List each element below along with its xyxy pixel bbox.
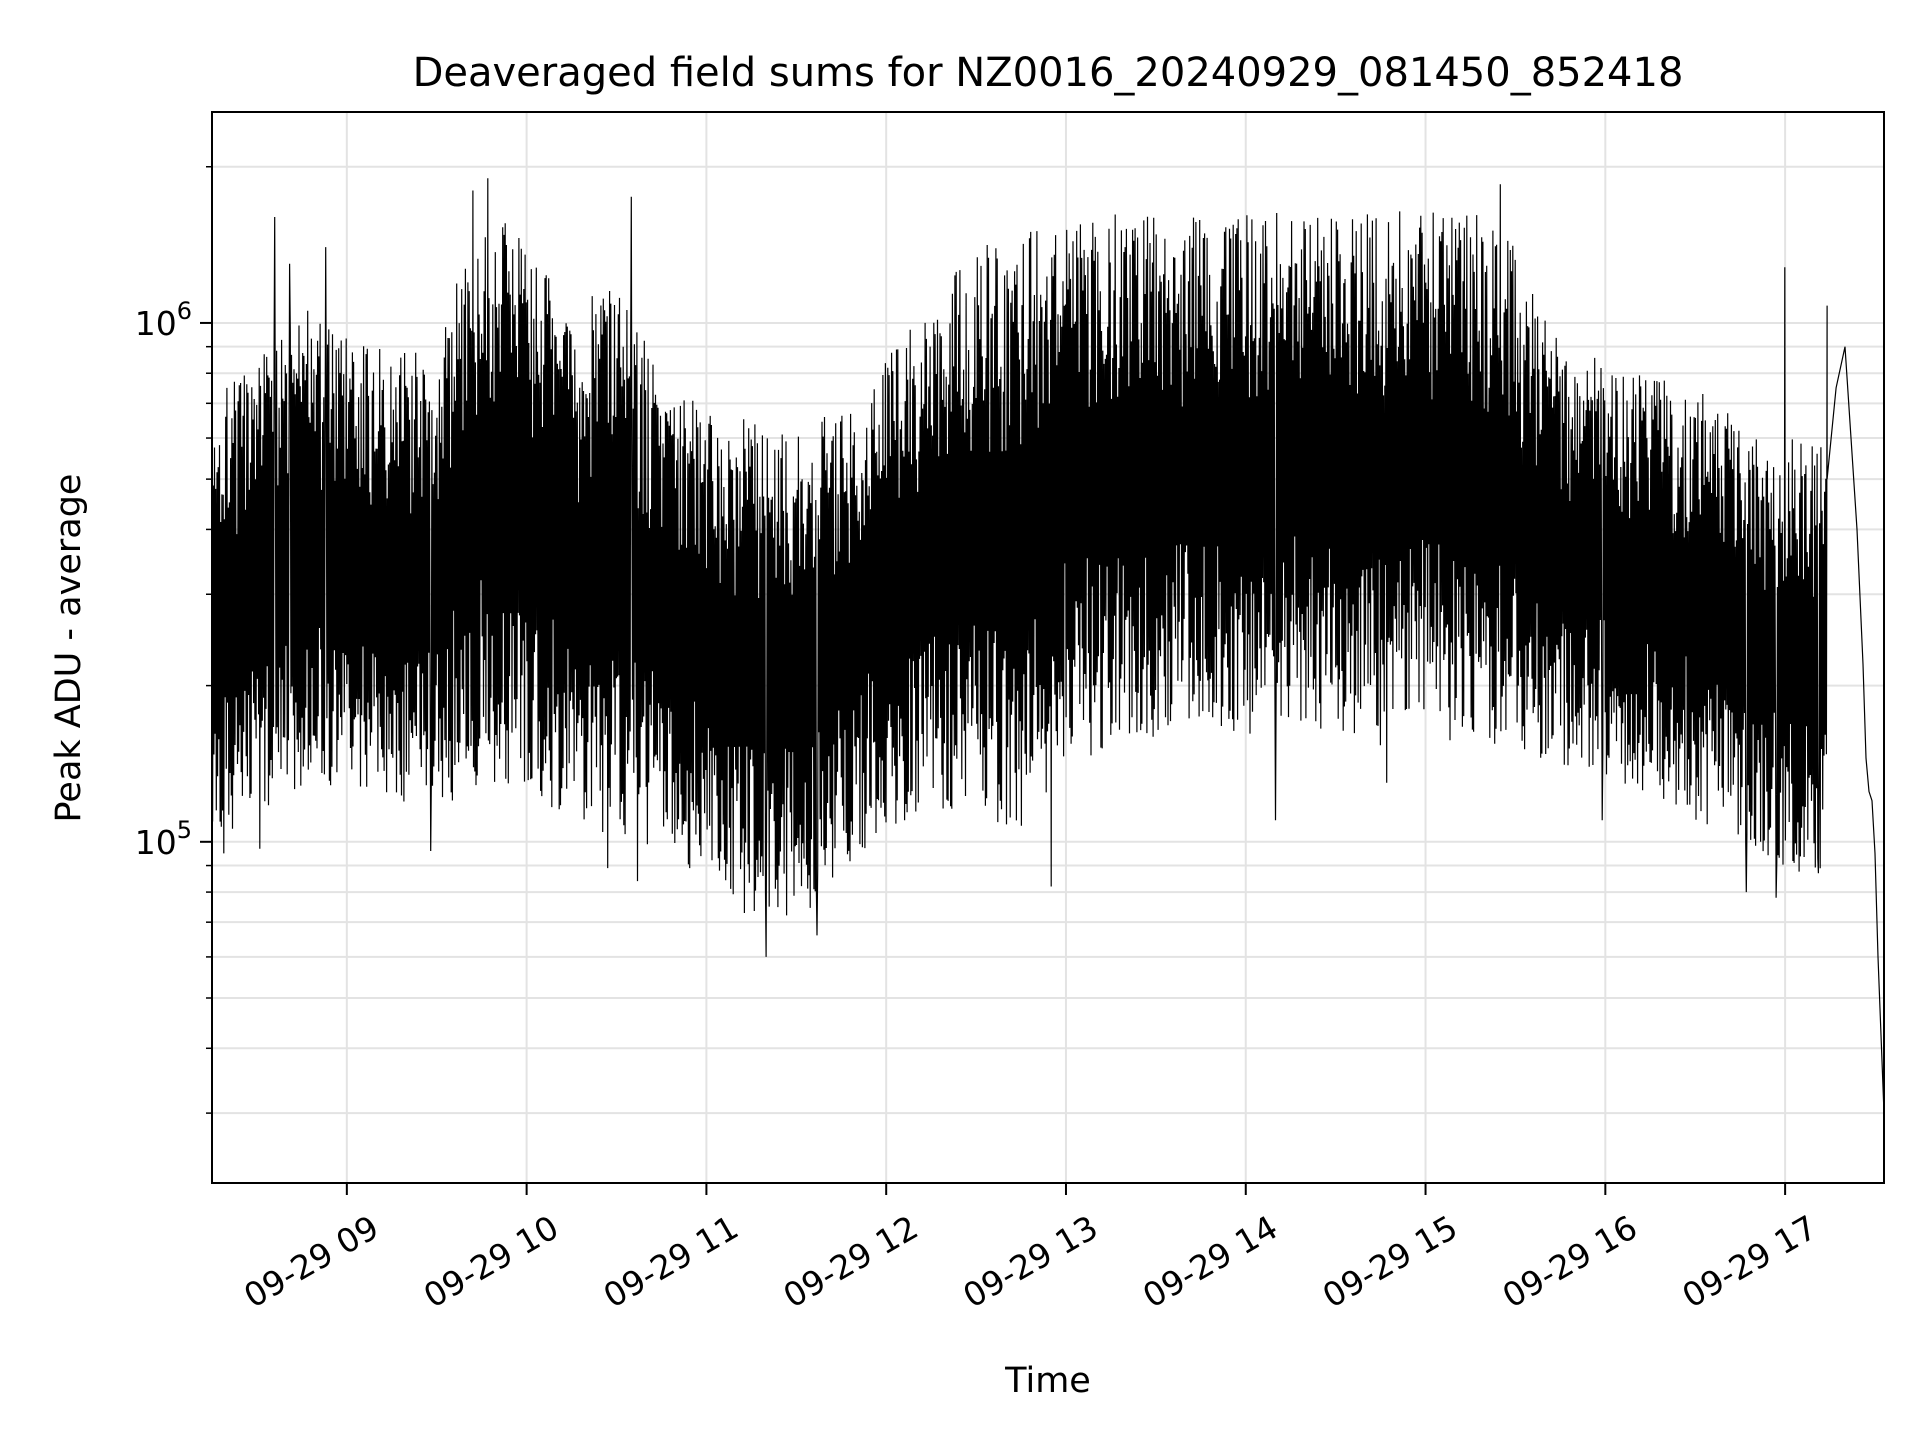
x-axis-label: Time	[1004, 1361, 1091, 1401]
series-layer	[211, 178, 1885, 1114]
y-tick-label: 105	[135, 816, 192, 862]
y-tick-exponent: 5	[177, 816, 192, 844]
y-tick-base: 10	[135, 304, 177, 343]
y-tick-label: 106	[135, 297, 192, 343]
y-tick-exponent: 6	[177, 297, 192, 325]
plot-frame	[211, 111, 1885, 1184]
y-axis-label: Peak ADU - average	[49, 474, 89, 823]
series-line	[211, 178, 1885, 1114]
y-tick-base: 10	[135, 823, 177, 862]
chart-title: Deaveraged field sums for NZ0016_2024092…	[413, 50, 1684, 96]
